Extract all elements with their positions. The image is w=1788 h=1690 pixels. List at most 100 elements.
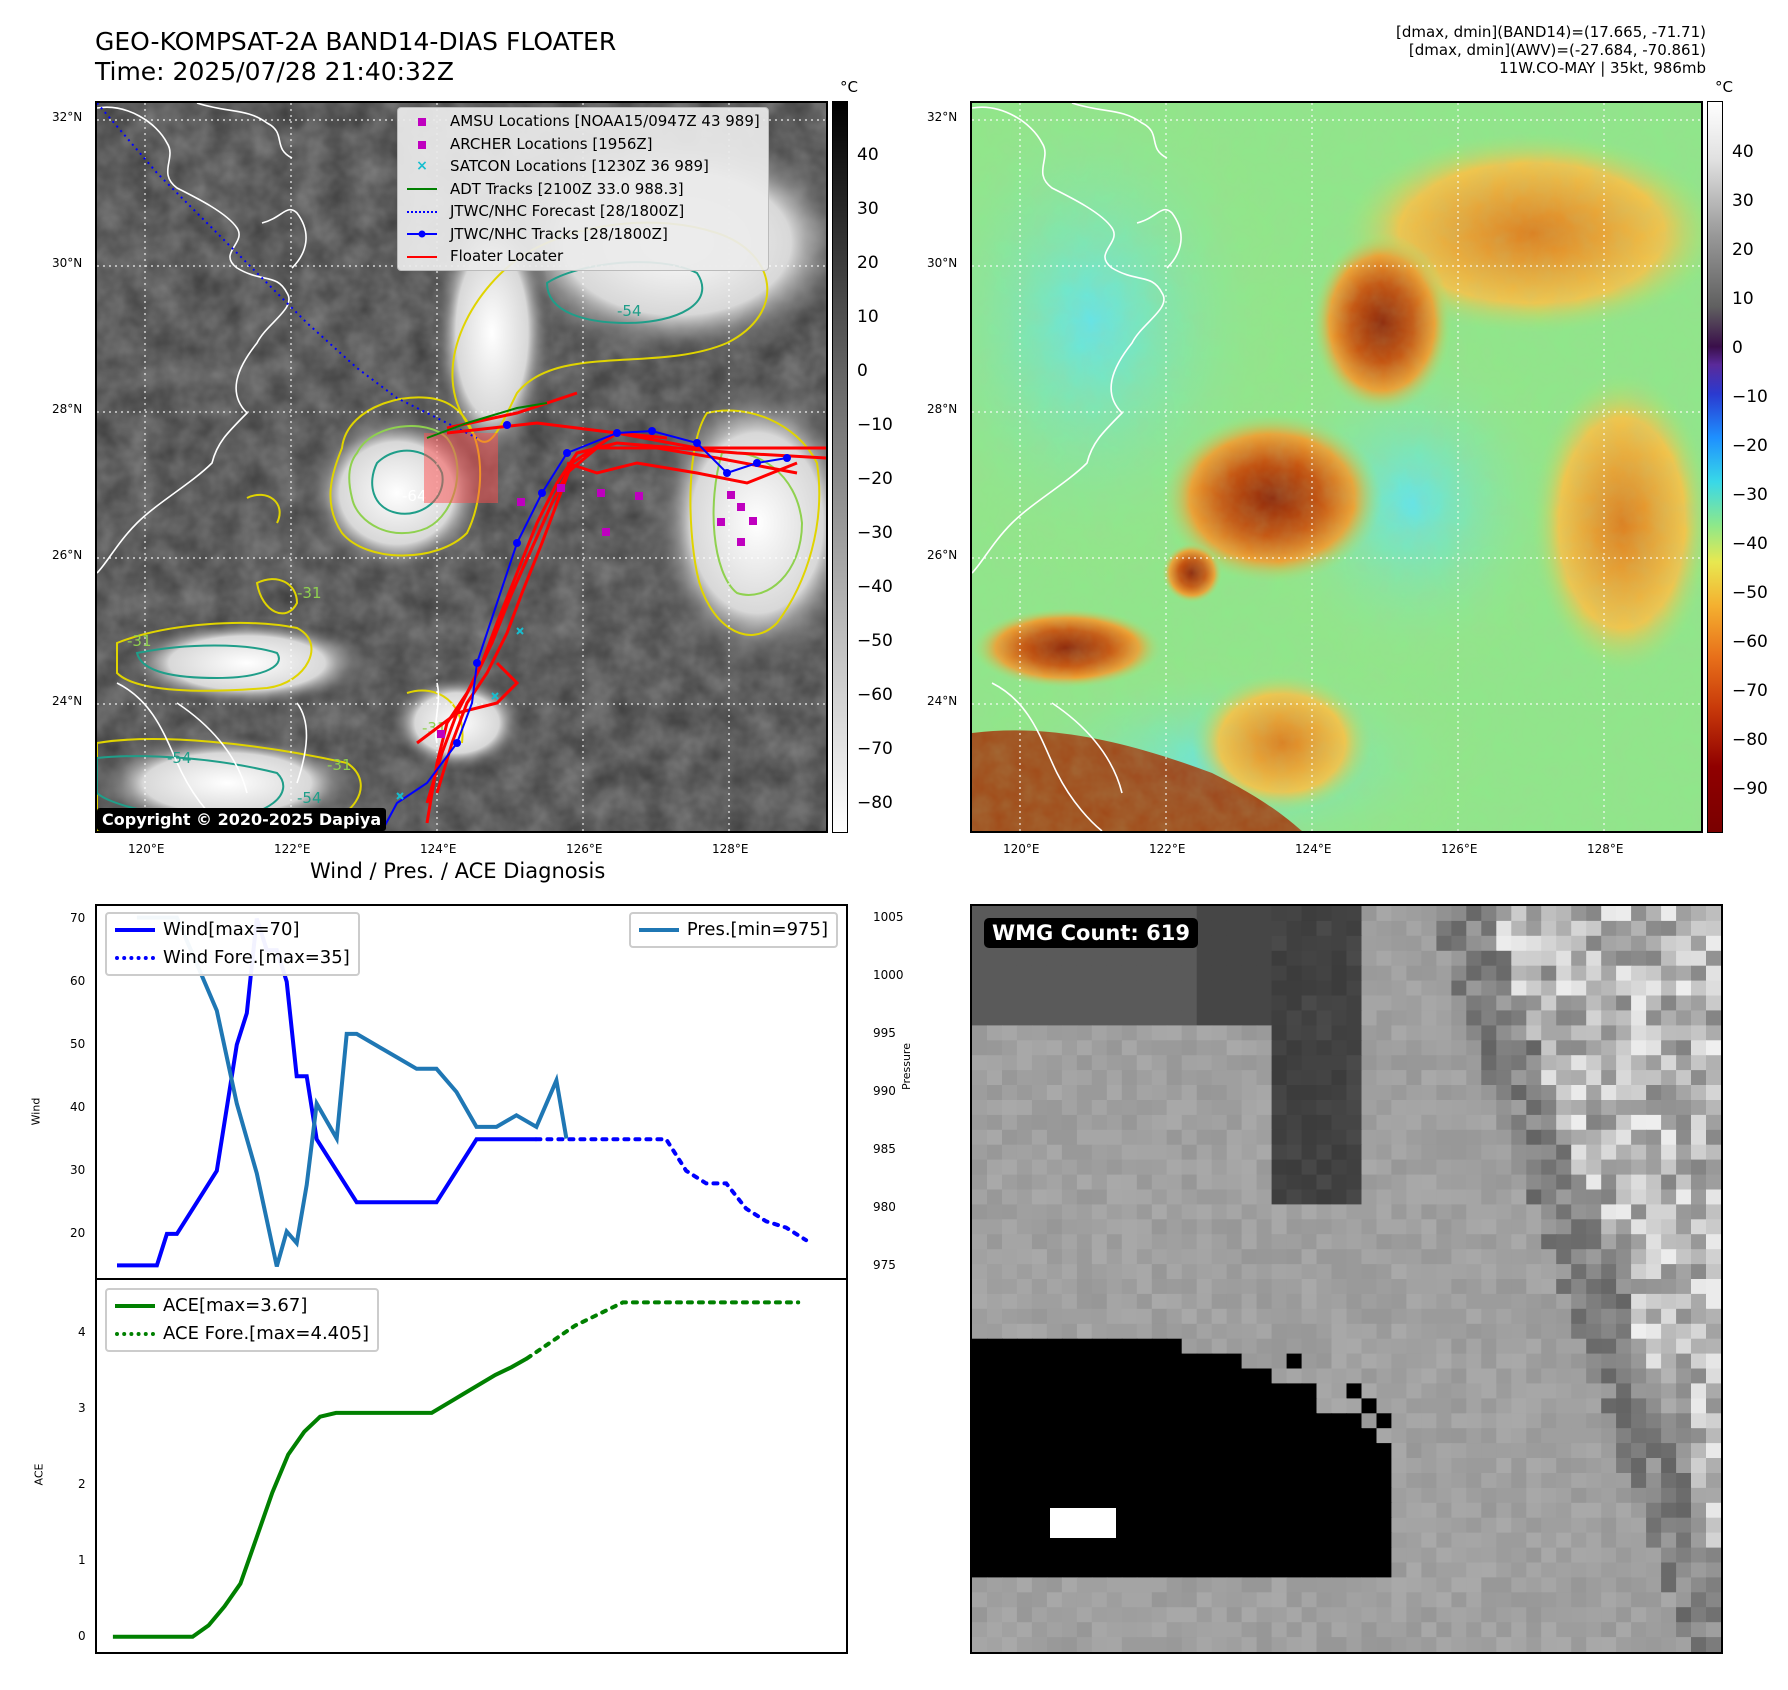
pressure-tick-label: 1000 — [873, 967, 904, 982]
lat-label: 30°N — [52, 256, 83, 270]
lat-label: 30°N — [927, 256, 958, 270]
wind-axis-label: Wind — [29, 1097, 43, 1126]
lon-label: 126°E — [566, 842, 603, 856]
line-dot-icon — [402, 223, 442, 246]
colorbar-tick: −30 — [1732, 485, 1768, 505]
ace-tick-label: 0 — [78, 1628, 86, 1643]
lat-label: 32°N — [927, 110, 958, 124]
stats-line-2: [dmax, dmin](AWV)=(-27.684, -70.861) — [1408, 41, 1706, 59]
legend-item-wind-fore: Wind Fore.[max=35] — [115, 944, 350, 972]
contour-label: -31 — [327, 756, 352, 774]
colorbar-tick: −20 — [1732, 436, 1768, 456]
wmg-panel: WMG Count: 619 — [970, 904, 1723, 1654]
colorbar-tick: −10 — [1732, 387, 1768, 407]
lon-label: 124°E — [420, 842, 457, 856]
line-marker-icon — [638, 916, 679, 944]
colorbar-tick: 20 — [857, 253, 879, 273]
title-line-1: GEO-KOMPSAT-2A BAND14-DIAS FLOATER — [95, 27, 617, 56]
amsu-archer-markers — [437, 484, 757, 738]
stats-block: [dmax, dmin](BAND14)=(17.665, -71.71) [d… — [1396, 23, 1706, 77]
wind-tick-label: 60 — [70, 973, 86, 988]
stats-line-1: [dmax, dmin](BAND14)=(17.665, -71.71) — [1395, 23, 1706, 41]
legend-label: JTWC/NHC Forecast [28/1800Z] — [450, 202, 685, 220]
lon-label: 120°E — [128, 842, 165, 856]
pressure-tick-label: 990 — [873, 1084, 896, 1098]
lon-label: 128°E — [712, 842, 749, 856]
wind-tick-label: 20 — [70, 1225, 86, 1240]
legend-item-amsu: AMSU Locations [NOAA15/0947Z 43 989] — [402, 110, 760, 133]
floater-box — [424, 433, 498, 503]
legend-label: ACE Fore.[max=4.405] — [163, 1323, 370, 1344]
dotted-line-icon — [402, 200, 442, 223]
square-marker-icon — [402, 110, 442, 133]
ace-tick-label: 1 — [78, 1552, 86, 1567]
square-marker-icon — [402, 133, 442, 156]
wmg-pixels — [972, 906, 1721, 1652]
colorbar-tick: 20 — [1732, 240, 1754, 260]
wind-line — [117, 917, 537, 1268]
pressure-tick-label: 1005 — [873, 909, 904, 924]
colorbar-tick: −50 — [1732, 583, 1768, 603]
copyright-label: Copyright © 2020-2025 Dapiya — [97, 808, 387, 831]
pressure-tick-label: 985 — [873, 1142, 896, 1157]
legend-label: Wind Fore.[max=35] — [163, 947, 350, 968]
legend-item-jtwc-forecast: JTWC/NHC Forecast [28/1800Z] — [402, 200, 760, 223]
legend-item-satcon: × SATCON Locations [1230Z 36 989] — [402, 155, 760, 178]
dotted-line-icon — [115, 1320, 155, 1348]
ir-cloud-southwest — [117, 618, 377, 708]
dotted-line-icon — [115, 944, 155, 972]
awv-map-panel — [970, 101, 1703, 833]
colorbar-tick: −60 — [857, 685, 893, 705]
ace-tick-label: 2 — [78, 1476, 86, 1491]
jtwc-forecast-track — [97, 103, 478, 439]
color-colorbar — [1707, 101, 1723, 833]
colorbar-tick: −90 — [1732, 779, 1768, 799]
colorbar-tick: 10 — [1732, 289, 1754, 309]
contour-label: -54 — [617, 302, 642, 320]
awv-texture — [972, 103, 1701, 831]
wind-pressure-svg — [117, 915, 809, 1268]
pressure-tick-label: 995 — [873, 1025, 896, 1040]
lat-label: 28°N — [52, 402, 83, 416]
ace-tick-label: 3 — [78, 1401, 86, 1416]
lat-label: 24°N — [52, 694, 83, 708]
wind-pressure-panel: Wind[max=70] Wind Fore.[max=35] Pres.[mi… — [95, 904, 848, 1280]
legend-label: Wind[max=70] — [163, 919, 300, 940]
lon-label: 126°E — [1441, 842, 1478, 856]
title-line-2: Time: 2025/07/28 21:40:32Z — [95, 57, 454, 86]
lon-label: 122°E — [1149, 842, 1186, 856]
x-marker-icon: × — [416, 158, 428, 174]
ace-tick-label: 4 — [78, 1325, 86, 1340]
ace-svg — [112, 1300, 801, 1639]
lon-label: 128°E — [1587, 842, 1624, 856]
floater-locater-tracks — [416, 391, 826, 824]
line-marker-icon — [115, 1292, 155, 1320]
pressure-axis-label: Pressure — [900, 1043, 913, 1090]
ace-line — [112, 1356, 529, 1639]
legend-item-wind: Wind[max=70] — [115, 916, 350, 944]
line-marker-icon — [402, 245, 442, 268]
pressure-legend: Pres.[min=975] — [628, 912, 838, 948]
colorbar-tick: −30 — [857, 523, 893, 543]
gray-colorbar — [832, 101, 848, 833]
coastlines — [972, 103, 1182, 831]
wind-forecast-line — [534, 1137, 809, 1243]
lon-label: 122°E — [274, 842, 311, 856]
figure-title: GEO-KOMPSAT-2A BAND14-DIAS FLOATER Time:… — [95, 27, 616, 87]
pressure-tick-label: 975 — [873, 1258, 896, 1273]
legend-label: SATCON Locations [1230Z 36 989] — [450, 157, 709, 175]
wind-tick-label: 70 — [70, 910, 86, 925]
colorbar-tick: 40 — [1732, 142, 1754, 162]
legend-item-adt: ADT Tracks [2100Z 33.0 988.3] — [402, 178, 760, 201]
contour-label: -54 — [167, 749, 192, 767]
legend-item-ace-fore: ACE Fore.[max=4.405] — [115, 1320, 369, 1348]
colorbar-tick: −20 — [857, 469, 893, 489]
awv-map-svg — [972, 103, 1701, 831]
contour-label: -54 — [297, 789, 322, 807]
colorbar-tick: 0 — [1732, 338, 1743, 358]
adt-track — [426, 402, 548, 439]
stats-line-3: 11W.CO-MAY | 35kt, 986mb — [1499, 59, 1706, 77]
pressure-line — [136, 915, 569, 1267]
satcon-markers — [396, 627, 524, 800]
wind-tick-label: 50 — [70, 1036, 86, 1051]
